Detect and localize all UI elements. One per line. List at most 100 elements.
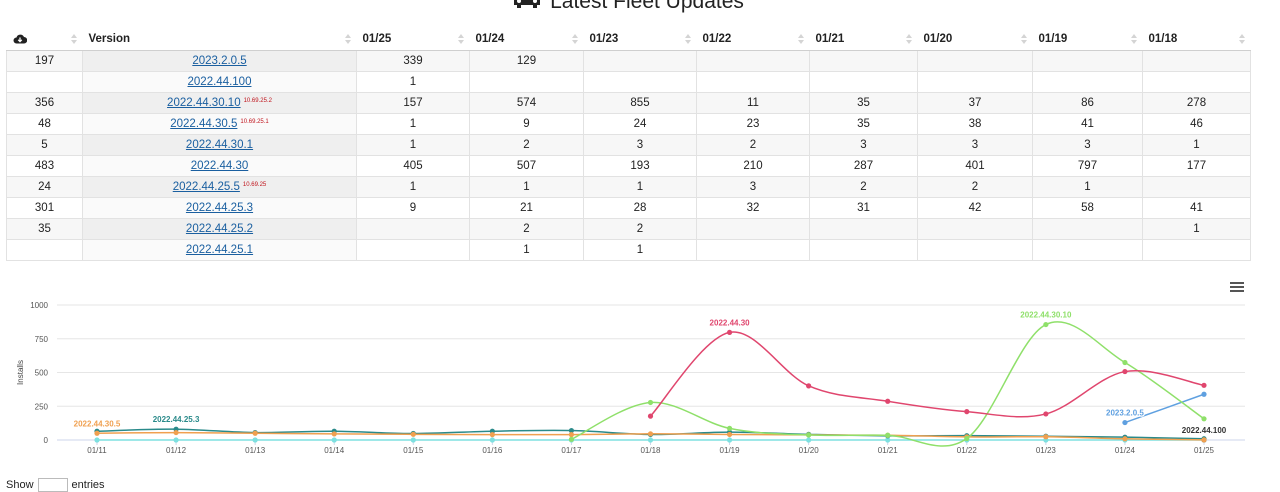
version-link[interactable]: 2022.44.25.3 (185, 201, 254, 214)
entries-length-input[interactable] (37, 478, 68, 492)
sort-icon (1130, 33, 1137, 45)
data-point (489, 432, 495, 438)
x-tick-label: 01/11 (87, 446, 107, 455)
x-tick-label: 01/23 (1036, 446, 1057, 455)
x-tick-label: 01/21 (878, 446, 899, 455)
count-cell: 1 (356, 133, 470, 156)
column-header-date[interactable]: 01/25 (356, 29, 470, 51)
table-body: 197 2023.2.0.5 339 129 2022.44.100 1 356 2022.4… (6, 49, 1251, 261)
count-cell: 31 (809, 196, 918, 219)
data-point (726, 425, 733, 431)
column-header-date[interactable]: 01/20 (917, 29, 1033, 51)
count-cell (469, 70, 584, 93)
table-row: 2022.44.25.1 1 1 (6, 238, 1251, 261)
version-badge: 10.69.25.2 (243, 97, 272, 104)
version-link[interactable]: 2022.44.25.2 (185, 222, 254, 235)
version-cell: 2022.44.25.3 (82, 196, 357, 219)
y-tick-label: 250 (35, 402, 49, 411)
version-link[interactable]: 2022.44.30.5 (170, 117, 238, 130)
data-point (806, 432, 812, 438)
data-point (885, 398, 891, 404)
data-point (726, 329, 733, 336)
page-title-text: Latest Fleet Updates (550, 0, 744, 13)
column-header-date[interactable]: 01/22 (696, 29, 810, 51)
version-link[interactable]: 2022.44.25.5 (172, 180, 240, 193)
total-cell: 24 (6, 175, 83, 198)
version-link[interactable]: 2022.44.30.1 (185, 138, 254, 151)
data-point (173, 437, 179, 443)
data-point (806, 437, 812, 443)
series-data-label: 2022.44.30.10 (1020, 311, 1072, 320)
x-tick-label: 01/16 (482, 446, 503, 455)
column-header-date[interactable]: 01/23 (583, 29, 697, 51)
column-header-total[interactable] (6, 29, 83, 51)
data-point (964, 409, 970, 415)
count-cell: 797 (1032, 154, 1143, 177)
sort-icon (1020, 33, 1027, 45)
count-cell: 2 (469, 133, 584, 156)
y-tick-label: 1000 (30, 301, 48, 310)
series-data-label: 2022.44.25.3 (153, 415, 200, 424)
count-cell: 574 (469, 91, 584, 114)
count-cell: 46 (1142, 112, 1251, 135)
version-cell: 2022.44.25.5 10.69.25 (82, 175, 357, 198)
count-cell (809, 217, 918, 240)
table-row: 24 2022.44.25.5 10.69.25 1 1 1 3 2 2 1 (6, 175, 1251, 198)
data-point (94, 437, 100, 443)
column-header-date[interactable]: 01/21 (809, 29, 918, 51)
version-link[interactable]: 2022.44.30.10 (167, 96, 241, 109)
count-cell: 1 (1032, 175, 1143, 198)
count-cell: 9 (356, 196, 470, 219)
count-cell: 287 (809, 154, 918, 177)
column-header-date[interactable]: 01/19 (1032, 29, 1143, 51)
data-point (568, 432, 575, 438)
table-row: 483 2022.44.30 405 507 193 210 287 401 797 177 (6, 154, 1251, 177)
table-row: 48 2022.44.30.5 10.69.25.1 1 9 24 23 35 38 41 46 (6, 112, 1251, 135)
version-cell: 2022.44.30.10 10.69.25.2 (82, 91, 357, 114)
count-cell: 41 (1032, 112, 1143, 135)
version-link[interactable]: 2022.44.30 (190, 159, 249, 172)
count-cell (696, 238, 810, 261)
count-cell: 2 (469, 217, 584, 240)
total-cell: 301 (6, 196, 83, 219)
version-cell: 2022.44.30 (82, 154, 357, 177)
version-link[interactable]: 2022.44.25.1 (185, 243, 254, 256)
x-tick-label: 01/18 (640, 446, 661, 455)
version-link[interactable]: 2022.44.100 (187, 75, 252, 88)
total-cell: 5 (6, 133, 83, 156)
version-cell: 2023.2.0.5 (82, 49, 357, 72)
x-tick-label: 01/12 (166, 446, 187, 455)
count-cell (1142, 175, 1251, 198)
count-cell: 24 (583, 112, 697, 135)
column-header-version[interactable]: Version (82, 29, 357, 51)
x-tick-label: 01/13 (245, 446, 266, 455)
column-header-date[interactable]: 01/24 (469, 29, 584, 51)
x-tick-label: 01/15 (403, 446, 424, 455)
data-point (1043, 411, 1049, 417)
count-cell (356, 238, 470, 261)
series-line (1124, 393, 1205, 424)
count-cell: 35 (809, 112, 918, 135)
chart-menu-icon[interactable] (1230, 282, 1244, 294)
count-cell: 2 (809, 175, 918, 198)
x-tick-label: 01/14 (324, 446, 345, 455)
data-point (726, 431, 733, 438)
data-point (331, 431, 337, 437)
series-data-label: 2022.44.100 (1182, 426, 1227, 435)
data-point (252, 430, 258, 436)
sort-icon (571, 33, 578, 45)
y-tick-label: 0 (44, 436, 49, 445)
sort-icon (70, 33, 77, 45)
table-row: 5 2022.44.30.1 1 2 3 2 3 3 3 1 (6, 133, 1251, 156)
data-point (410, 431, 416, 437)
count-cell (1032, 217, 1143, 240)
column-header-date[interactable]: 01/18 (1142, 29, 1251, 51)
count-cell: 9 (469, 112, 584, 135)
version-link[interactable]: 2023.2.0.5 (192, 54, 247, 67)
page-title: Latest Fleet Updates (0, 0, 1256, 18)
count-cell: 157 (356, 91, 470, 114)
count-cell (1142, 70, 1251, 93)
data-point (647, 413, 654, 419)
version-badge: 10.69.25 (242, 181, 267, 188)
x-tick-label: 01/17 (561, 446, 582, 455)
